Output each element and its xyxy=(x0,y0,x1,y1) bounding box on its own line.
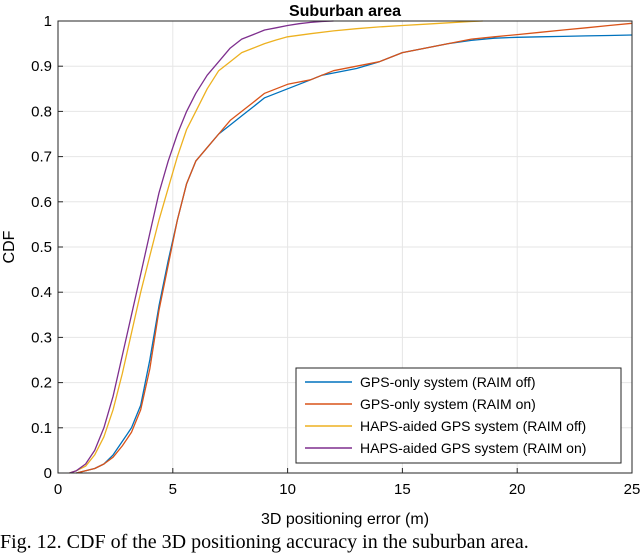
x-tick-label: 5 xyxy=(169,481,177,498)
y-tick-label: 0.7 xyxy=(31,149,52,166)
axis-ticks: 0 5 10 15 20 25 0 0.1 0.2 0.3 0.4 0.5 0.6 0.7 0.8 0.9 1 xyxy=(31,13,640,498)
legend-label-2: GPS-only system (RAIM on) xyxy=(360,396,536,412)
y-tick-label: 0 xyxy=(44,465,52,482)
y-tick-label: 0.6 xyxy=(31,194,52,211)
series-lines xyxy=(69,20,633,474)
y-tick-label: 0.2 xyxy=(31,375,52,392)
grid-lines xyxy=(57,20,633,474)
x-tick-label: 25 xyxy=(624,481,640,498)
legend-box xyxy=(295,367,622,464)
y-tick-label: 0.4 xyxy=(31,284,52,301)
y-tick-label: 0.5 xyxy=(31,239,52,256)
series-line-3 xyxy=(69,20,483,474)
y-tick-label: 0.1 xyxy=(31,420,52,437)
legend-label-4: HAPS-aided GPS system (RAIM on) xyxy=(360,440,586,456)
figure-caption: Fig. 12. CDF of the 3D positioning accur… xyxy=(0,531,529,553)
y-tick-label: 0.8 xyxy=(31,103,52,120)
y-axis-label: CDF xyxy=(1,230,18,263)
legend-label-3: HAPS-aided GPS system (RAIM off) xyxy=(360,418,586,434)
legend: GPS-only system (RAIM off) GPS-only syste… xyxy=(295,367,622,464)
y-tick-label: 0.3 xyxy=(31,329,52,346)
series-line-4 xyxy=(69,20,334,474)
chart-title: Suburban area xyxy=(289,3,401,20)
series-line-1 xyxy=(76,34,633,474)
series-line-2 xyxy=(76,22,633,474)
y-tick-label: 1 xyxy=(44,13,52,30)
cdf-chart-svg: 0 5 10 15 20 2500.10.20.30.40.50.60.70.80.91 … xyxy=(1,3,640,528)
y-tick-label: 0.9 xyxy=(31,58,52,75)
legend-label-1: GPS-only system (RAIM off) xyxy=(360,374,536,390)
x-tick-label: 15 xyxy=(394,481,411,498)
x-tick-label: 0 xyxy=(54,481,62,498)
x-axis-label: 3D positioning error (m) xyxy=(261,511,429,528)
x-tick-label: 20 xyxy=(509,481,526,498)
x-tick-label: 10 xyxy=(279,481,296,498)
